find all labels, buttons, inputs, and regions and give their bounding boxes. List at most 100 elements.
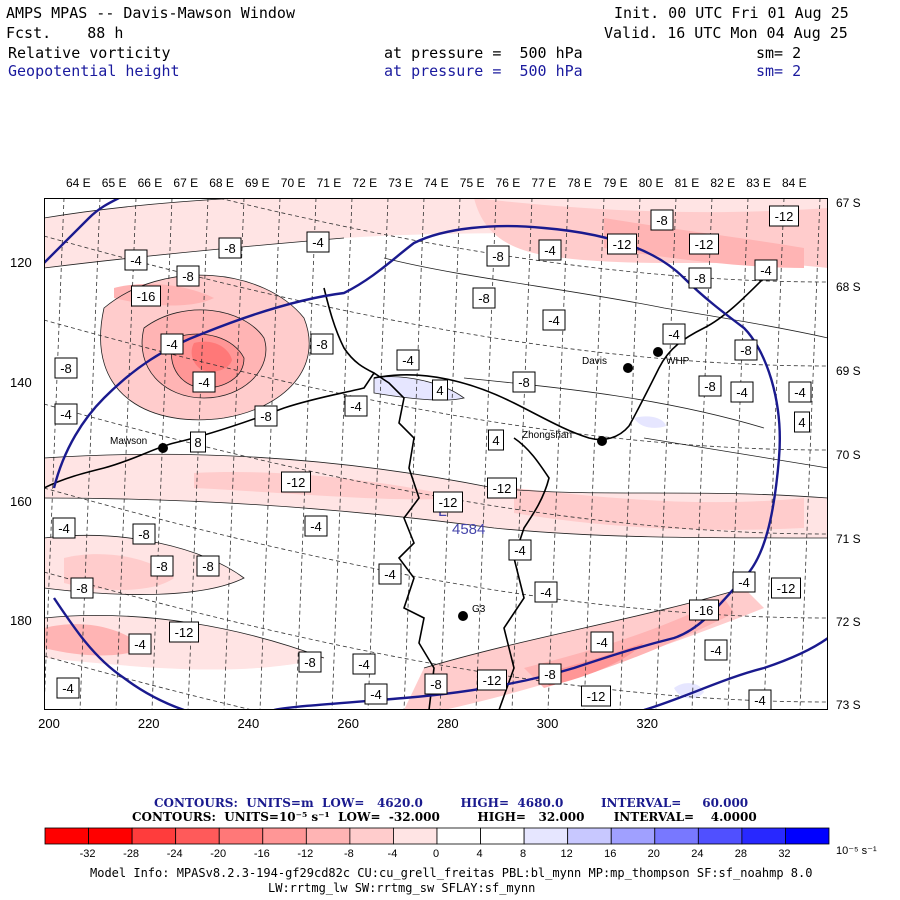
x-tick-label: 220 <box>137 716 160 731</box>
colorbar-tick: 24 <box>691 848 704 860</box>
svg-text:-4: -4 <box>754 693 766 708</box>
lon-label: 73 E <box>388 176 413 190</box>
colorbar-cell <box>697 827 743 845</box>
y-tick-label: 160 <box>10 494 32 509</box>
colorbar-cell <box>262 827 307 845</box>
lon-label: 66 E <box>137 176 163 190</box>
x-tick-label: 320 <box>636 716 659 731</box>
contour-label: -4 <box>52 517 76 539</box>
colorbar-tick: -20 <box>210 848 227 860</box>
station-markers <box>158 347 663 621</box>
contour-label: 4 <box>432 379 448 401</box>
contour-label: -4 <box>160 333 184 355</box>
svg-text:-4: -4 <box>62 681 74 696</box>
contour-label: -4 <box>754 259 778 281</box>
svg-text:-8: -8 <box>76 581 88 596</box>
svg-text:-12: -12 <box>695 237 714 252</box>
colorbar-tick: 4 <box>476 848 483 860</box>
station-g3: G3 <box>472 604 486 615</box>
contour-label: -4 <box>124 249 148 271</box>
colorbar-tick: 12 <box>560 848 573 860</box>
contour-label: -4 <box>538 239 562 261</box>
contour-label: -4 <box>378 563 402 585</box>
contour-label: -8 <box>424 673 448 695</box>
svg-text:-8: -8 <box>316 337 328 352</box>
valid-time: Valid. 16 UTC Mon 04 Aug 25 <box>604 24 848 42</box>
colorbar-cell <box>131 827 177 845</box>
contour-label: -4 <box>534 581 558 603</box>
model-info-line1: Model Info: MPASv8.2.3-194-gf29cd82c CU:… <box>90 866 813 880</box>
svg-text:-4: -4 <box>312 235 324 250</box>
svg-text:-12: -12 <box>287 475 306 490</box>
model-info-line2: LW:rrtmg_lw SW:rrtmg_sw SFLAY:sf_mynn <box>268 881 536 895</box>
contour-labels: -4 -8 -8 -4 -8 -4 -12 -8 -12 -8 -4 -12 -16 -4 -4 -8 -4 -8… <box>52 205 812 710</box>
station-mawson: Mawson <box>110 436 147 447</box>
colorbar-cell <box>654 827 699 845</box>
contour-label: -8 <box>650 209 674 231</box>
colorbar-cell <box>175 827 220 845</box>
colorbar-cell <box>785 827 830 845</box>
lat-label: 72 S <box>836 615 861 629</box>
colorbar-tick: 0 <box>432 848 440 860</box>
svg-text:-4: -4 <box>134 637 146 652</box>
lon-label: 80 E <box>638 176 664 190</box>
x-tick-label: 280 <box>436 716 459 731</box>
lon-label: 75 E <box>459 176 485 190</box>
svg-text:-4: -4 <box>596 635 608 650</box>
contour-label: 8 <box>190 431 206 453</box>
y-tick-label: 140 <box>10 375 32 390</box>
colorbar-tick: -4 <box>387 848 398 860</box>
contour-label: -16 <box>131 285 161 307</box>
contour-label: -12 <box>769 205 799 227</box>
contour-label: -12 <box>487 477 517 499</box>
low-value: 4584 <box>452 521 485 538</box>
colorbar-tick: 8 <box>520 848 527 860</box>
contour-label: -8 <box>176 265 200 287</box>
field1-smoothing: sm= 2 <box>756 44 802 62</box>
svg-text:-8: -8 <box>492 249 504 264</box>
vorticity-map: Mawson Davis WHP Zhongshan G3 L 4584 -4-… <box>44 198 828 710</box>
contour-label: 4 <box>488 429 504 451</box>
contour-label: -4 <box>128 633 152 655</box>
svg-text:-4: -4 <box>166 337 178 352</box>
svg-text:-4: -4 <box>60 407 72 422</box>
colorbar-tick: -24 <box>166 848 183 860</box>
svg-text:4: 4 <box>436 383 443 398</box>
vorticity-contour-info: CONTOURS: UNITS=10⁻⁵ s⁻¹ LOW= -32.000 HI… <box>132 810 757 824</box>
svg-text:-8: -8 <box>60 361 72 376</box>
lon-label: 65 E <box>101 176 127 190</box>
field2-name: Geopotential height <box>8 62 180 80</box>
contour-label: -4 <box>730 381 754 403</box>
colorbar-cell <box>218 827 264 845</box>
lon-label: 77 E <box>531 176 557 190</box>
svg-text:-8: -8 <box>518 375 530 390</box>
svg-text:-12: -12 <box>175 625 194 640</box>
contour-label: -8 <box>734 339 758 361</box>
contour-label: -8 <box>688 267 712 289</box>
height-contour-info: CONTOURS: UNITS=m LOW= 4620.0 HIGH= 4680… <box>154 796 749 810</box>
contour-label: -4 <box>364 683 388 705</box>
contour-label: -12 <box>477 669 507 691</box>
x-tick-label: 240 <box>237 716 260 731</box>
svg-text:-8: -8 <box>694 271 706 286</box>
lon-label: 74 E <box>424 176 449 190</box>
svg-text:-4: -4 <box>760 263 772 278</box>
contour-label: -8 <box>150 555 174 577</box>
contour-label: -12 <box>689 233 719 255</box>
svg-text:-4: -4 <box>544 243 556 258</box>
contour-label: -4 <box>662 323 686 345</box>
svg-text:-12: -12 <box>439 495 458 510</box>
contour-label: -12 <box>581 685 611 707</box>
lon-label: 72 E <box>352 176 378 190</box>
lat-label: 71 S <box>836 532 861 546</box>
contour-label: -16 <box>689 599 719 621</box>
colorbar-cell <box>567 827 612 845</box>
svg-text:-4: -4 <box>794 385 806 400</box>
svg-text:-8: -8 <box>704 379 716 394</box>
colorbar-cell <box>393 827 438 845</box>
lat-label: 70 S <box>836 448 861 462</box>
lat-label: 67 S <box>836 196 861 210</box>
svg-text:-8: -8 <box>544 667 556 682</box>
svg-text:-4: -4 <box>198 375 210 390</box>
svg-text:-8: -8 <box>182 269 194 284</box>
